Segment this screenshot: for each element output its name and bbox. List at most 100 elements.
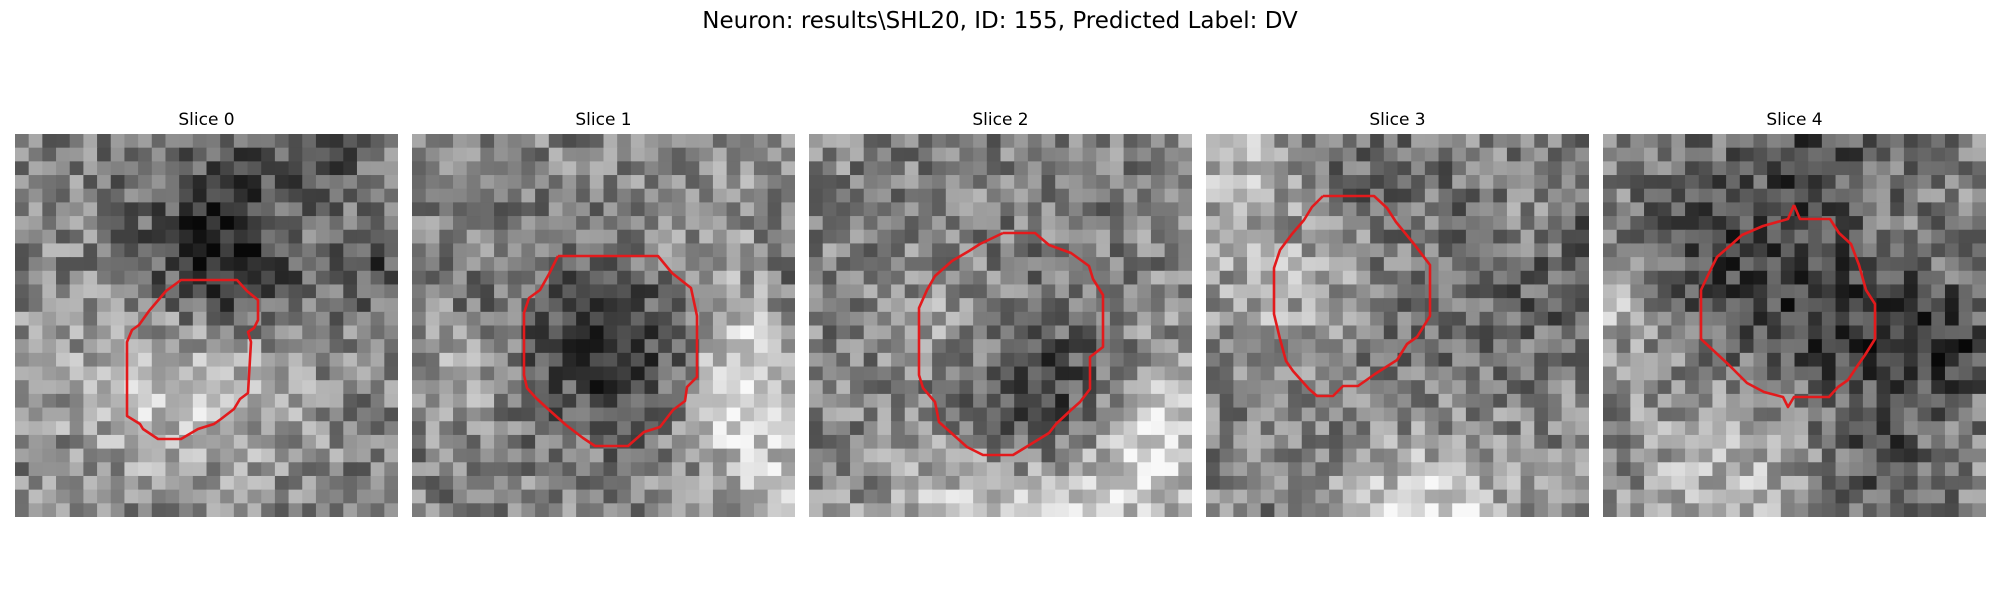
image-pixel bbox=[630, 503, 646, 517]
image-pixel bbox=[343, 366, 358, 381]
image-pixel bbox=[165, 503, 180, 517]
image-pixel bbox=[1109, 407, 1125, 422]
image-pixel bbox=[1575, 202, 1589, 217]
image-pixel bbox=[1041, 147, 1056, 162]
image-pixel bbox=[1288, 462, 1303, 477]
image-pixel bbox=[1630, 216, 1645, 231]
image-pixel bbox=[1274, 243, 1289, 258]
image-pixel bbox=[1329, 448, 1344, 463]
image-pixel bbox=[617, 243, 632, 258]
image-pixel bbox=[1739, 448, 1755, 463]
image-pixel bbox=[1164, 270, 1179, 286]
image-pixel bbox=[1931, 216, 1946, 231]
image-pixel bbox=[1603, 366, 1618, 381]
image-pixel bbox=[288, 147, 303, 162]
image-pixel bbox=[425, 434, 440, 450]
image-pixel bbox=[630, 134, 646, 149]
image-pixel bbox=[1383, 325, 1399, 340]
image-pixel bbox=[548, 352, 564, 368]
image-pixel bbox=[1534, 380, 1549, 395]
image-pixel bbox=[959, 161, 974, 176]
image-pixel bbox=[1644, 257, 1659, 272]
image-pixel bbox=[1726, 434, 1741, 450]
image-pixel bbox=[1096, 175, 1111, 190]
image-pixel bbox=[753, 298, 769, 313]
image-pixel bbox=[1849, 434, 1864, 450]
image-pixel bbox=[329, 147, 344, 162]
image-pixel bbox=[1958, 243, 1973, 258]
image-pixel bbox=[1068, 407, 1084, 422]
image-pixel bbox=[986, 366, 1002, 381]
image-pixel bbox=[1753, 366, 1768, 381]
image-pixel bbox=[562, 188, 577, 203]
image-pixel bbox=[1150, 188, 1166, 203]
image-pixel bbox=[836, 284, 851, 299]
image-pixel bbox=[1876, 352, 1891, 368]
image-pixel bbox=[1137, 421, 1152, 436]
image-pixel bbox=[945, 352, 961, 368]
image-pixel bbox=[274, 270, 290, 286]
image-pixel bbox=[261, 147, 276, 162]
image-pixel bbox=[1411, 421, 1426, 436]
image-pixel bbox=[1438, 393, 1453, 409]
image-pixel bbox=[233, 311, 249, 327]
image-pixel bbox=[69, 284, 84, 299]
image-pixel bbox=[644, 243, 659, 258]
image-pixel bbox=[576, 147, 591, 162]
image-pixel bbox=[740, 366, 755, 381]
image-pixel bbox=[1685, 489, 1700, 504]
image-pixel bbox=[261, 298, 276, 313]
image-pixel bbox=[1780, 270, 1796, 286]
image-pixel bbox=[1780, 380, 1796, 395]
image-pixel bbox=[56, 284, 71, 299]
image-pixel bbox=[1794, 421, 1809, 436]
image-pixel bbox=[753, 393, 769, 409]
image-pixel bbox=[425, 352, 440, 368]
image-pixel bbox=[1014, 489, 1029, 504]
image-pixel bbox=[781, 202, 795, 217]
image-pixel bbox=[1055, 311, 1070, 327]
figure-title: Neuron: results\SHL20, ID: 155, Predicte… bbox=[702, 8, 1298, 34]
image-pixel bbox=[1835, 393, 1850, 409]
image-pixel bbox=[1274, 475, 1289, 491]
image-pixel bbox=[891, 462, 906, 477]
image-pixel bbox=[959, 134, 974, 149]
image-pixel bbox=[1329, 462, 1344, 477]
image-pixel bbox=[1014, 202, 1029, 217]
image-pixel bbox=[863, 352, 878, 368]
image-pixel bbox=[767, 147, 782, 162]
image-pixel bbox=[1561, 216, 1576, 231]
image-pixel bbox=[1862, 257, 1878, 272]
image-pixel bbox=[1835, 161, 1850, 176]
image-pixel bbox=[480, 216, 495, 231]
image-pixel bbox=[603, 298, 618, 313]
image-pixel bbox=[767, 434, 782, 450]
image-pixel bbox=[576, 270, 591, 286]
image-pixel bbox=[726, 134, 741, 149]
image-pixel bbox=[1972, 311, 1986, 327]
image-pixel bbox=[1780, 407, 1796, 422]
image-pixel bbox=[1096, 475, 1111, 491]
image-pixel bbox=[165, 339, 180, 354]
image-pixel bbox=[425, 202, 440, 217]
image-pixel bbox=[877, 462, 892, 477]
image-pixel bbox=[1780, 175, 1796, 190]
image-pixel bbox=[370, 475, 385, 491]
image-pixel bbox=[1575, 188, 1589, 203]
image-pixel bbox=[1931, 393, 1946, 409]
image-pixel bbox=[1876, 134, 1891, 149]
image-pixel bbox=[726, 147, 741, 162]
image-pixel bbox=[1479, 407, 1494, 422]
image-pixel bbox=[1547, 257, 1563, 272]
image-pixel bbox=[302, 216, 317, 231]
image-pixel bbox=[288, 243, 303, 258]
image-pixel bbox=[1698, 503, 1714, 517]
image-pixel bbox=[836, 229, 851, 245]
image-pixel bbox=[179, 366, 194, 381]
image-pixel bbox=[480, 407, 495, 422]
image-pixel bbox=[932, 311, 947, 327]
image-pixel bbox=[1274, 257, 1289, 272]
image-pixel bbox=[1890, 489, 1905, 504]
image-pixel bbox=[343, 489, 358, 504]
image-pixel bbox=[836, 311, 851, 327]
